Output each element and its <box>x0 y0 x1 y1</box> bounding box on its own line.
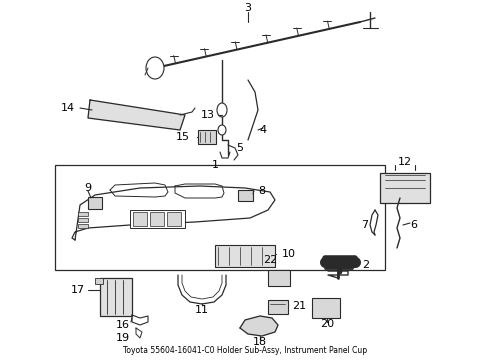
Text: 14: 14 <box>61 103 75 113</box>
Bar <box>78 218 88 222</box>
Bar <box>78 224 88 228</box>
Text: 19: 19 <box>116 333 130 343</box>
Text: 2: 2 <box>362 260 369 270</box>
Text: 16: 16 <box>116 320 130 330</box>
Bar <box>380 173 430 203</box>
Polygon shape <box>72 186 275 240</box>
Bar <box>130 210 185 228</box>
Bar <box>150 212 164 226</box>
Bar <box>55 165 385 270</box>
Bar <box>312 298 340 318</box>
Bar <box>167 212 181 226</box>
Polygon shape <box>88 100 185 130</box>
Text: 8: 8 <box>258 186 265 196</box>
Bar <box>78 212 88 216</box>
Text: 21: 21 <box>292 301 306 311</box>
Text: 4: 4 <box>259 125 267 135</box>
Text: 11: 11 <box>195 305 209 315</box>
Polygon shape <box>240 316 278 336</box>
Bar <box>133 212 147 226</box>
Text: 15: 15 <box>176 132 190 142</box>
Bar <box>268 270 290 286</box>
Text: 3: 3 <box>245 3 251 13</box>
Text: 13: 13 <box>201 110 215 120</box>
Text: 22: 22 <box>263 255 277 265</box>
Ellipse shape <box>217 103 227 117</box>
Bar <box>88 197 102 209</box>
Text: 9: 9 <box>84 183 92 193</box>
Text: 20: 20 <box>320 319 334 329</box>
Text: 10: 10 <box>282 249 296 259</box>
Bar <box>215 245 275 267</box>
Bar <box>100 278 132 316</box>
Bar <box>268 300 288 314</box>
Ellipse shape <box>146 57 164 79</box>
Text: 5: 5 <box>237 143 244 153</box>
Text: 18: 18 <box>253 337 267 347</box>
Text: 1: 1 <box>212 160 219 170</box>
Text: 17: 17 <box>71 285 85 295</box>
Text: Toyota 55604-16041-C0 Holder Sub-Assy, Instrument Panel Cup: Toyota 55604-16041-C0 Holder Sub-Assy, I… <box>123 346 367 355</box>
Bar <box>95 278 103 284</box>
Bar <box>238 190 253 201</box>
Bar <box>198 130 216 144</box>
Ellipse shape <box>218 125 226 135</box>
Text: 6: 6 <box>410 220 417 230</box>
Text: 12: 12 <box>398 157 412 167</box>
Text: 7: 7 <box>362 220 368 230</box>
